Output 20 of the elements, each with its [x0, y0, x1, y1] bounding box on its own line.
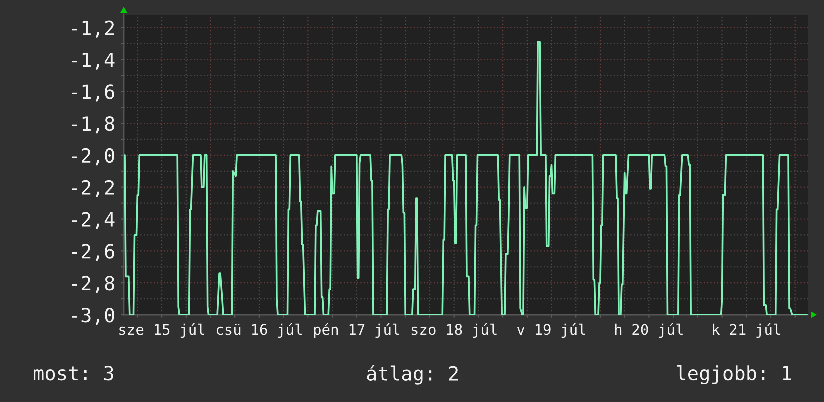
y-tick-label: -2,4	[72, 212, 115, 230]
y-tick-label: -2,2	[72, 180, 114, 198]
y-tick-label: -2,6	[72, 244, 114, 262]
y-tick-label: -1,8	[72, 116, 114, 134]
y-tick-label: -1,6	[72, 84, 114, 102]
x-tick-label: csü 16 júl	[216, 323, 302, 338]
y-tick-label: -2,0	[72, 148, 114, 166]
y-tick-label: -2,8	[72, 276, 114, 294]
x-tick-label: pén 17 júl	[314, 323, 400, 338]
y-tick-label: -3,0	[72, 308, 114, 326]
x-tick-label: v 19 júl	[517, 323, 586, 338]
y-tick-label: -1,2	[72, 20, 114, 38]
x-tick-label: h 20 júl	[615, 323, 683, 338]
text: most: 3	[34, 366, 114, 381]
text: átlag: 2	[367, 365, 458, 385]
y-tick-label: -1,4	[72, 52, 115, 70]
text: legjobb: 1	[677, 365, 792, 385]
x-tick-label: szo 18 júl	[412, 323, 497, 338]
x-tick-label: k 21 júl	[713, 323, 780, 338]
x-tick-label: sze 15 júl	[120, 323, 205, 338]
